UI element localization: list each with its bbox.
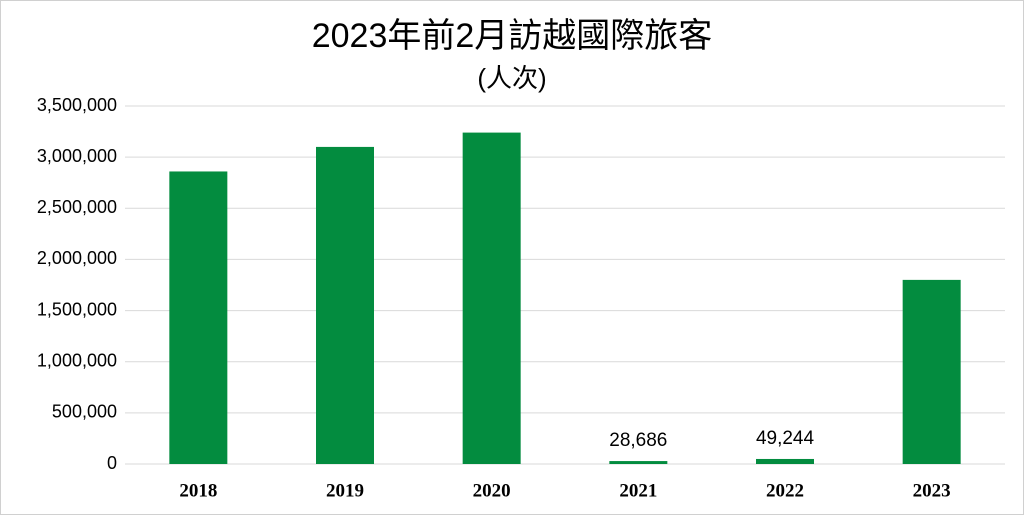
y-tick-label: 3,000,000 [37, 146, 117, 166]
x-tick-label: 2021 [619, 480, 657, 501]
y-tick-label: 500,000 [52, 402, 117, 422]
bar [316, 146, 374, 464]
x-tick-label: 2022 [766, 480, 804, 501]
y-tick-label: 1,500,000 [37, 299, 117, 319]
y-tick-label: 0 [107, 453, 117, 473]
y-tick-label: 2,000,000 [37, 248, 117, 268]
value-label: 49,244 [756, 428, 815, 449]
x-tick-label: 2018 [179, 480, 217, 501]
x-tick-label: 2019 [326, 480, 364, 501]
x-tick-label: 2023 [913, 480, 951, 501]
bar [462, 132, 521, 464]
chart-subtitle: (人次) [477, 63, 546, 93]
y-tick-label: 3,500,000 [37, 95, 117, 115]
bar [756, 458, 814, 464]
y-tick-label: 2,500,000 [37, 197, 117, 217]
chart-title: 2023年前2月訪越國際旅客 [312, 17, 713, 55]
y-tick-label: 1,000,000 [37, 350, 117, 370]
bar [609, 461, 668, 464]
x-tick-label: 2020 [473, 480, 511, 501]
value-label: 28,686 [609, 430, 667, 451]
bar [169, 171, 228, 464]
bar [902, 279, 961, 464]
